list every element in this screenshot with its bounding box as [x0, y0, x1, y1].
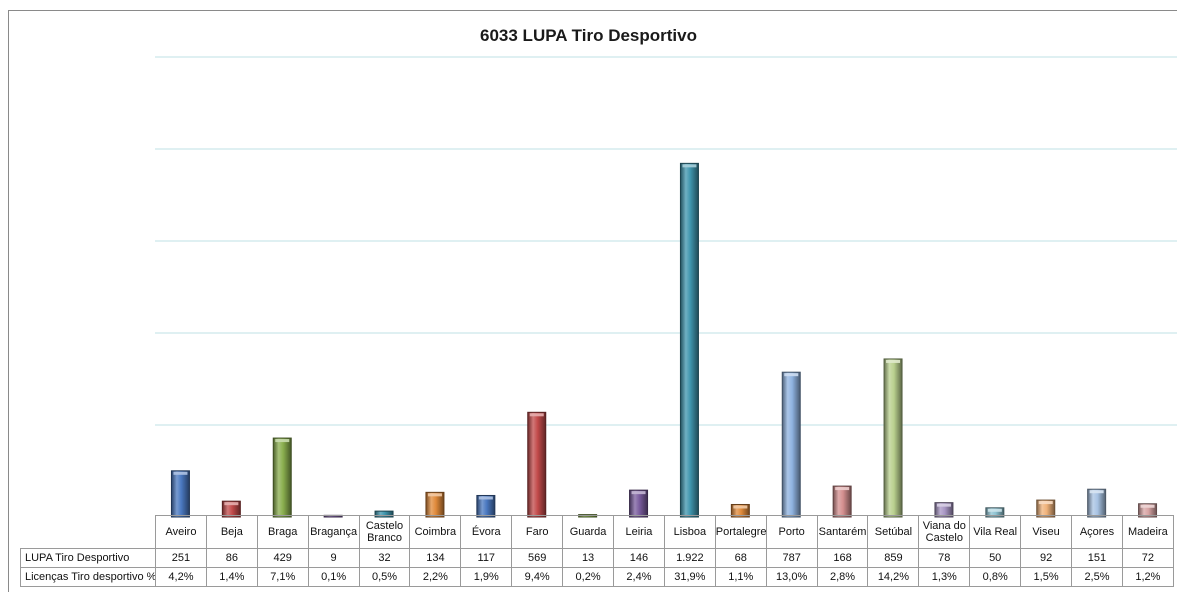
data-label: 787 — [765, 548, 818, 568]
tick-label: Beja — [205, 515, 258, 549]
tick-label: Vila Real — [969, 515, 1022, 549]
tick-label: Guarda — [562, 515, 615, 549]
tick-label: Lisboa — [663, 515, 716, 549]
data-table: Aveiro Beja Braga Bragançа Castelo Branco Coi… — [20, 515, 1174, 587]
percent-label: 2,4% — [613, 567, 665, 587]
tick-label: Évora — [460, 515, 513, 549]
percent-label: 7,1% — [256, 567, 309, 587]
tick-label: Castelo Branco — [358, 515, 411, 549]
data-label: 86 — [205, 548, 258, 568]
bar-setúbal — [883, 358, 903, 518]
tick-label: Madeira — [1121, 515, 1174, 549]
percent-label: 31,9% — [663, 567, 716, 587]
bar-faro — [527, 411, 547, 518]
data-label: 72 — [1121, 548, 1174, 568]
data-label: 146 — [613, 548, 665, 568]
percent-label: 2,8% — [816, 567, 869, 587]
series-row-lupa: LUPA Tiro Desportivo 251 86 429 9 32 134 117 56… — [20, 548, 1174, 568]
percent-label: 0,8% — [969, 567, 1022, 587]
tick-label: Bragançа — [307, 515, 360, 549]
percent-label: 0,5% — [358, 567, 411, 587]
chart-frame — [8, 10, 1177, 592]
percent-label: 0,2% — [562, 567, 615, 587]
percent-label: 1,2% — [1121, 567, 1174, 587]
data-label: 68 — [714, 548, 767, 568]
percent-label: 1,1% — [714, 567, 767, 587]
tick-label: Santarém — [816, 515, 869, 549]
data-label: 251 — [155, 548, 207, 568]
data-label: 134 — [409, 548, 462, 568]
bar-leiria — [629, 489, 649, 518]
bar-açores — [1087, 488, 1107, 518]
tick-label: Açores — [1071, 515, 1123, 549]
data-label: 50 — [969, 548, 1022, 568]
tick-label: Portalegre — [714, 515, 767, 549]
tick-label: Braga — [256, 515, 309, 549]
bar-viana-do-castelo — [934, 502, 954, 518]
percent-label: 0,1% — [307, 567, 360, 587]
percent-label: 13,0% — [765, 567, 818, 587]
bar-aveiro — [170, 470, 190, 518]
percent-label: 1,4% — [205, 567, 258, 587]
percent-label: 14,2% — [867, 567, 920, 587]
tick-label: Faro — [511, 515, 564, 549]
tick-label: Viseu — [1020, 515, 1073, 549]
percent-label: 9,4% — [511, 567, 564, 587]
bar-coimbra — [425, 491, 445, 518]
category-row: Aveiro Beja Braga Bragançа Castelo Branco Coi… — [20, 515, 1174, 549]
series-label-lupa: LUPA Tiro Desportivo — [20, 548, 156, 568]
table-corner — [20, 515, 156, 549]
data-label: 168 — [816, 548, 869, 568]
bar-lisboa — [679, 162, 699, 518]
data-label: 92 — [1020, 548, 1073, 568]
data-label: 9 — [307, 548, 360, 568]
percent-label: 1,3% — [918, 567, 971, 587]
data-label: 78 — [918, 548, 971, 568]
data-label: 151 — [1071, 548, 1123, 568]
tick-label: Porto — [765, 515, 818, 549]
tick-label: Leiria — [613, 515, 665, 549]
tick-label: Viana do Castelo — [918, 515, 971, 549]
data-label: 859 — [867, 548, 920, 568]
percent-label: 4,2% — [155, 567, 207, 587]
bar-évora — [476, 494, 496, 518]
percent-label: 1,5% — [1020, 567, 1073, 587]
bar-porto — [781, 371, 801, 518]
bar-santarém — [832, 485, 852, 518]
tick-label: Coimbra — [409, 515, 462, 549]
data-label: 1.922 — [663, 548, 716, 568]
percent-label: 2,2% — [409, 567, 462, 587]
percent-label: 1,9% — [460, 567, 513, 587]
data-label: 429 — [256, 548, 309, 568]
chart-title: 6033 LUPA Tiro Desportivo — [480, 26, 697, 45]
tick-label: Aveiro — [155, 515, 207, 549]
tick-label: Setúbal — [867, 515, 920, 549]
data-label: 117 — [460, 548, 513, 568]
series-label-percent: Licenças Tiro desportivo % — [20, 567, 156, 587]
bar-braga — [272, 437, 292, 518]
percent-label: 2,5% — [1071, 567, 1123, 587]
data-label: 13 — [562, 548, 615, 568]
data-label: 32 — [358, 548, 411, 568]
data-label: 569 — [511, 548, 564, 568]
series-row-percent: Licenças Tiro desportivo % 4,2% 1,4% 7,1% 0… — [20, 567, 1174, 587]
